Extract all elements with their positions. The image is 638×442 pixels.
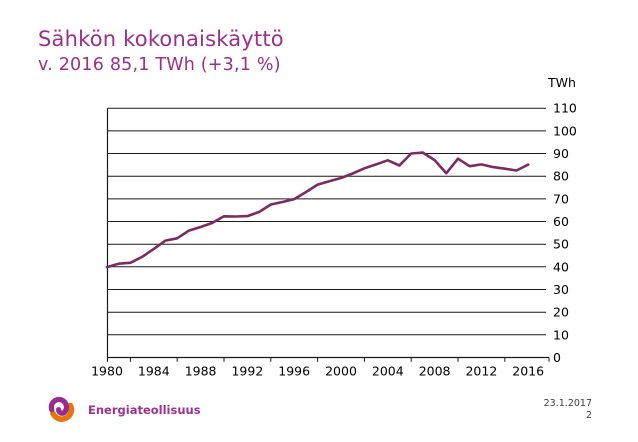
x-axis-tick-label: 1984 <box>138 364 170 379</box>
footer: Energiateollisuus 23.1.2017 2 <box>0 392 638 442</box>
page-number: 2 <box>585 409 592 421</box>
x-axis-tick-label: 2008 <box>419 364 451 379</box>
y-axis-tick-label: 50 <box>553 237 569 252</box>
x-axis-tick-label: 2000 <box>325 364 357 379</box>
energiateollisuus-swirl-icon <box>48 396 75 422</box>
x-axis-tick-label: 1980 <box>91 364 123 379</box>
slide-date: 23.1.2017 <box>543 398 592 409</box>
y-axis-tick-label: 10 <box>553 327 569 342</box>
logo-wordmark: Energiateollisuus <box>88 403 201 417</box>
x-axis-tick-label: 2016 <box>512 364 544 379</box>
y-axis-tick-label: 100 <box>553 123 577 138</box>
x-axis-tick-label: 2012 <box>465 364 497 379</box>
x-axis-tick-label: 1992 <box>231 364 263 379</box>
y-axis-tick-label: 60 <box>553 214 569 229</box>
y-axis-unit-label: TWh <box>548 75 576 90</box>
y-axis-tick-label: 110 <box>553 101 577 116</box>
y-axis-tick-label: 90 <box>553 146 569 161</box>
page-subtitle: v. 2016 85,1 TWh (+3,1 %) <box>38 55 281 76</box>
y-axis-tick-label: 30 <box>553 282 569 297</box>
footer-meta: 23.1.2017 2 <box>544 398 592 422</box>
x-axis-tick-label: 2004 <box>372 364 404 379</box>
y-axis-tick-label: 80 <box>553 169 569 184</box>
y-axis-tick-label: 0 <box>553 350 561 365</box>
y-axis-tick-label: 20 <box>553 305 569 320</box>
y-axis-tick-label: 70 <box>553 191 569 206</box>
consumption-line <box>105 151 530 269</box>
x-axis-tick-label: 1996 <box>278 364 310 379</box>
y-axis-tick-label: 40 <box>553 259 569 274</box>
x-axis-tick-label: 1988 <box>185 364 217 379</box>
page-title: Sähkön kokonaiskäyttö <box>38 27 284 51</box>
header: Sähkön kokonaiskäyttö v. 2016 85,1 TWh (… <box>38 27 284 75</box>
